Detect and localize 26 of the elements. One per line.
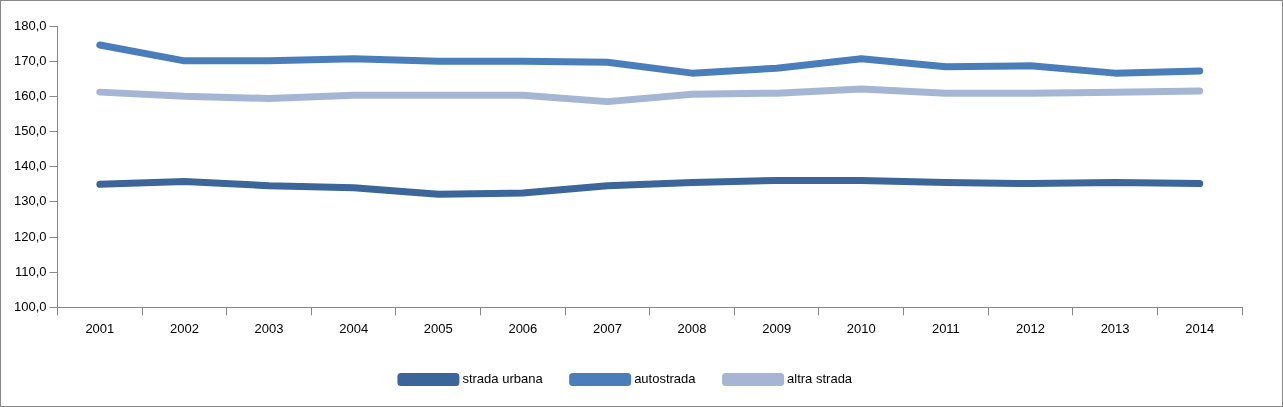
y-tick-label: 110,0 [14, 263, 47, 279]
y-tick-label: 170,0 [13, 52, 47, 68]
legend-label: autostrada [634, 371, 697, 387]
y-tick-label: 120,0 [13, 228, 47, 244]
y-tick-label: 160,0 [13, 87, 47, 103]
x-tick-label: 2002 [169, 320, 199, 336]
x-tick-label: 2001 [85, 320, 115, 336]
x-tick-label: 2004 [339, 320, 369, 336]
legend-label: altra strada [787, 371, 853, 387]
y-tick-label: 130,0 [13, 193, 47, 209]
x-tick-label: 2014 [1185, 320, 1215, 336]
x-tick-label: 2013 [1100, 320, 1130, 336]
y-tick-label: 140,0 [13, 158, 47, 174]
x-tick-label: 2010 [846, 320, 876, 336]
x-tick-label: 2012 [1016, 320, 1045, 336]
legend-label: strada urbana [462, 371, 544, 387]
x-tick-label: 2003 [254, 320, 284, 336]
y-tick-label: 180,0 [13, 17, 47, 33]
x-tick-label: 2006 [508, 320, 538, 336]
y-tick-label: 100,0 [13, 298, 47, 314]
x-tick-label: 2007 [593, 320, 622, 336]
x-tick-label: 2005 [423, 320, 453, 336]
x-tick-label: 2011 [931, 320, 960, 336]
x-tick-label: 2008 [677, 320, 707, 336]
x-tick-label: 2009 [762, 320, 792, 336]
y-tick-label: 150,0 [13, 123, 47, 139]
